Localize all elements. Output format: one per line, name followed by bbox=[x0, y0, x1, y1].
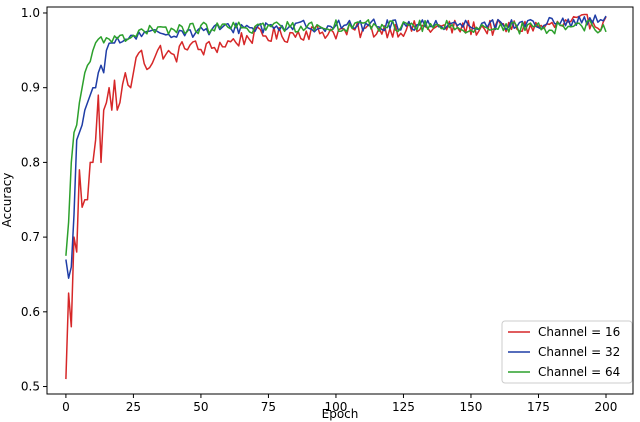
legend-entry-label: Channel = 64 bbox=[538, 365, 620, 379]
y-tick-label: 0.9 bbox=[21, 81, 40, 95]
x-tick-label: 25 bbox=[126, 400, 141, 414]
legend-box bbox=[501, 320, 633, 384]
legend: Channel = 16 Channel = 32 Channel = 64 bbox=[501, 320, 633, 384]
y-tick-label: 0.6 bbox=[21, 305, 40, 319]
x-tick-label: 100 bbox=[324, 400, 347, 414]
x-axis: 0 25 50 75 100 125 150 175 200 bbox=[62, 394, 617, 414]
x-tick-label: 150 bbox=[460, 400, 483, 414]
y-tick-label: 0.5 bbox=[21, 380, 40, 394]
x-axis-label: Epoch bbox=[322, 407, 359, 421]
legend-entry-label: Channel = 16 bbox=[538, 325, 620, 339]
series-lines bbox=[65, 13, 607, 380]
x-tick-label: 175 bbox=[527, 400, 550, 414]
y-tick-label: 0.8 bbox=[21, 155, 40, 169]
y-tick-label: 1.0 bbox=[21, 6, 40, 20]
y-tick-label: 0.7 bbox=[21, 230, 40, 244]
y-axis-label: Accuracy bbox=[0, 173, 14, 228]
legend-entry-label: Channel = 32 bbox=[538, 345, 620, 359]
series-line-3 bbox=[65, 18, 607, 256]
x-tick-label: 200 bbox=[595, 400, 618, 414]
x-tick-label: 0 bbox=[62, 400, 70, 414]
x-tick-label: 125 bbox=[392, 400, 415, 414]
y-axis: 0.5 0.6 0.7 0.8 0.9 1.0 bbox=[21, 6, 47, 394]
x-tick-label: 75 bbox=[261, 400, 276, 414]
x-tick-label: 50 bbox=[193, 400, 208, 414]
